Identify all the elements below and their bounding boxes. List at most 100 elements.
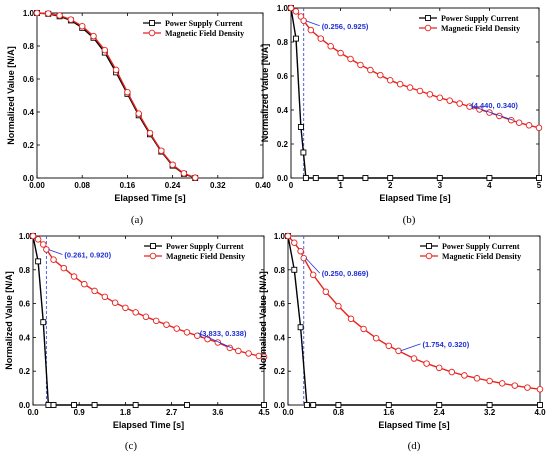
legend-marker-circle	[149, 252, 157, 260]
y-tick-label: 0.2	[23, 141, 35, 150]
data-point-circle	[357, 61, 364, 69]
y-tick-label: 0.6	[23, 75, 35, 84]
data-point-square	[35, 258, 42, 265]
y-tick-label: 1.0	[23, 9, 35, 18]
y-tick-label: 0.2	[19, 367, 31, 376]
data-point-circle	[33, 9, 41, 17]
x-tick-label: 5	[537, 181, 542, 190]
data-point-circle	[395, 347, 402, 355]
data-point-circle	[112, 66, 120, 74]
legend-marker-square	[149, 20, 155, 26]
data-point-circle	[90, 32, 97, 40]
data-point-circle	[43, 246, 50, 253]
data-point-circle	[29, 232, 37, 240]
x-axis-label: Elapsed Time [s]	[113, 420, 184, 430]
data-point-circle	[423, 360, 430, 367]
data-point-circle	[245, 350, 252, 357]
y-tick-label: 0.0	[19, 401, 31, 410]
legend-box	[141, 17, 259, 39]
data-point-square	[293, 35, 299, 42]
data-point-circle	[406, 84, 414, 91]
data-point-circle	[367, 66, 374, 74]
annotation-arrow	[469, 104, 514, 121]
data-point-square	[91, 402, 98, 408]
data-point-circle	[456, 100, 463, 107]
data-point-square	[291, 266, 298, 273]
x-tick-label: 4	[487, 181, 492, 190]
x-axis-label: Elapsed Time [s]	[379, 193, 450, 203]
data-point-square	[71, 402, 78, 408]
legend-box	[142, 240, 260, 262]
y-tick-label: 0.8	[277, 38, 289, 47]
data-point-circle	[385, 342, 393, 350]
x-tick-label: 0.8	[333, 408, 345, 417]
y-tick-label: 0.0	[23, 174, 35, 183]
x-tick-label: 3.6	[212, 408, 224, 417]
data-point-circle	[122, 304, 129, 312]
data-point-circle	[307, 26, 315, 34]
data-point-circle	[146, 129, 154, 137]
x-tick-label: 3	[438, 181, 443, 190]
legend-marker-square	[426, 243, 432, 249]
data-point-circle	[78, 22, 86, 30]
legend-marker-circle	[424, 24, 432, 32]
legend-label: Power Supply Current	[441, 14, 519, 23]
x-tick-label: 4.5	[258, 408, 270, 417]
data-point-circle	[498, 380, 506, 387]
data-point-circle	[486, 109, 493, 116]
legend-box	[417, 12, 535, 34]
data-point-circle	[515, 119, 523, 126]
data-point-circle	[81, 280, 88, 288]
annotation-label: (1.754, 0.320)	[423, 340, 470, 349]
x-tick-label: 3.2	[484, 408, 496, 417]
data-point-square	[436, 402, 443, 408]
data-point-circle	[180, 170, 188, 177]
data-point-square	[50, 402, 57, 408]
x-tick-label: 2	[388, 181, 393, 190]
x-tick-label: 0.08	[74, 181, 90, 190]
data-point-circle	[50, 256, 57, 263]
data-point-square	[300, 149, 307, 156]
data-point-circle	[169, 161, 176, 169]
data-point-circle	[335, 302, 342, 310]
data-point-circle	[309, 271, 317, 279]
y-tick-label: 0.2	[277, 140, 289, 149]
y-tick-label: 0.6	[277, 72, 289, 81]
y-tick-label: 0.4	[274, 333, 286, 342]
data-point-square	[537, 402, 543, 408]
y-tick-label: 0.8	[19, 266, 31, 275]
y-tick-label: 0.2	[274, 367, 286, 376]
data-point-circle	[40, 241, 47, 248]
data-point-circle	[163, 321, 170, 328]
y-tick-label: 0.4	[277, 106, 289, 115]
data-point-square	[297, 324, 304, 331]
series-line-1	[32, 235, 264, 406]
x-tick-label: 2.7	[166, 408, 178, 417]
x-tick-label: 0.40	[255, 181, 271, 190]
legend-marker-square	[425, 15, 431, 21]
annotation-label: (0.250, 0.869)	[322, 269, 369, 278]
panel-label: (b)	[403, 214, 416, 226]
data-point-circle	[448, 368, 456, 376]
y-axis-label: Normalized Value [N/A]	[260, 44, 270, 143]
data-point-circle	[70, 273, 78, 280]
annotation-arrow	[48, 249, 63, 255]
data-point-square	[362, 175, 369, 181]
x-tick-label: 1	[338, 181, 343, 190]
data-point-circle	[111, 299, 119, 307]
legend-box	[418, 240, 536, 262]
data-point-circle	[322, 288, 330, 296]
y-tick-label: 0.0	[277, 174, 289, 183]
data-point-circle	[297, 247, 304, 255]
data-point-circle	[337, 49, 344, 57]
data-point-circle	[486, 377, 493, 385]
data-point-circle	[158, 147, 165, 155]
annotation-arrow	[400, 343, 421, 352]
x-tick-label: 1.8	[120, 408, 132, 417]
data-point-circle	[191, 174, 199, 181]
annotation-arrow	[305, 257, 321, 274]
